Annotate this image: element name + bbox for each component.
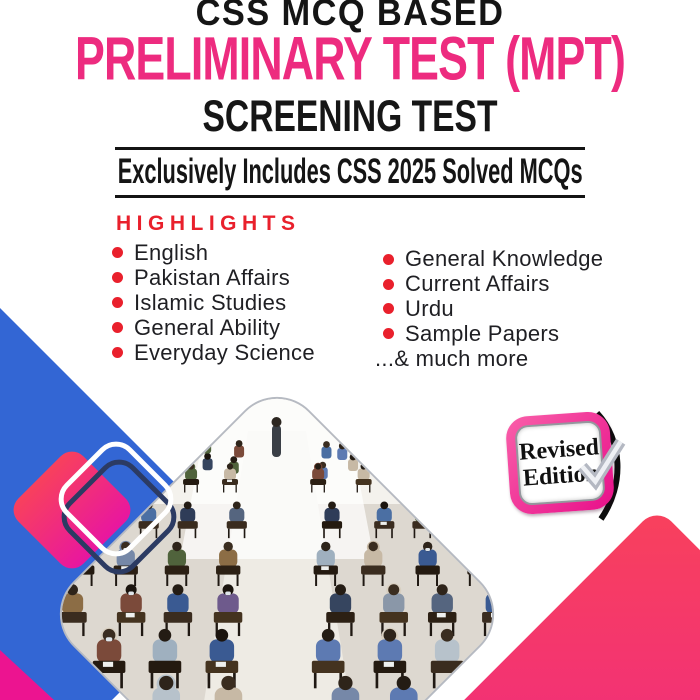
banner-text: Exclusively Includes CSS 2025 Solved MCQ…: [117, 150, 583, 191]
highlight-item: Pakistan Affairs: [112, 265, 315, 290]
series-title: CSS MCQ BASED: [195, 0, 505, 33]
highlights-heading: HIGHLIGHTS: [116, 212, 301, 235]
bullet-icon: [383, 278, 394, 290]
highlights-left-list: English Pakistan Affairs Islamic Studies Ge…: [112, 240, 315, 365]
bullet-icon: [112, 297, 123, 308]
bullet-icon: [383, 303, 394, 315]
highlight-label: Current Affairs: [405, 271, 550, 297]
highlight-label: Everyday Science: [134, 339, 315, 365]
bullet-icon: [383, 253, 394, 265]
highlight-item: General Knowledge: [383, 246, 604, 272]
bullet-icon: [383, 328, 394, 340]
highlight-item: Current Affairs: [383, 271, 603, 297]
highlight-label: Pakistan Affairs: [134, 264, 291, 290]
bullet-icon: [112, 347, 123, 358]
highlight-item: English: [112, 240, 315, 265]
highlight-label: Islamic Studies: [134, 289, 287, 315]
highlight-label: General Ability: [134, 314, 281, 340]
highlight-item: Islamic Studies: [112, 290, 315, 315]
revised-edition-badge: Revised Edition: [504, 410, 626, 516]
bullet-icon: [112, 272, 123, 283]
main-title: PRELIMINARY TEST (MPT): [74, 25, 626, 94]
highlight-label: Sample Papers: [405, 320, 560, 346]
highlight-label: General Knowledge: [405, 246, 604, 272]
bullet-icon: [112, 322, 123, 333]
highlight-item: Everyday Science: [112, 340, 315, 365]
highlight-label: English: [134, 239, 209, 265]
highlight-item: Urdu: [383, 296, 603, 322]
check-icon: [578, 438, 626, 491]
highlights-right-list: General Knowledge Current Affairs Urdu Samp…: [383, 246, 604, 346]
banner-box: Exclusively Includes CSS 2025 Solved MCQ…: [115, 147, 585, 198]
highlight-label: Urdu: [405, 296, 454, 321]
highlight-item: Sample Papers: [383, 321, 603, 346]
highlight-item: General Ability: [112, 315, 315, 340]
subtitle: SCREENING TEST: [202, 92, 498, 142]
more-text: ...& much more: [375, 346, 529, 371]
bullet-icon: [112, 247, 123, 258]
